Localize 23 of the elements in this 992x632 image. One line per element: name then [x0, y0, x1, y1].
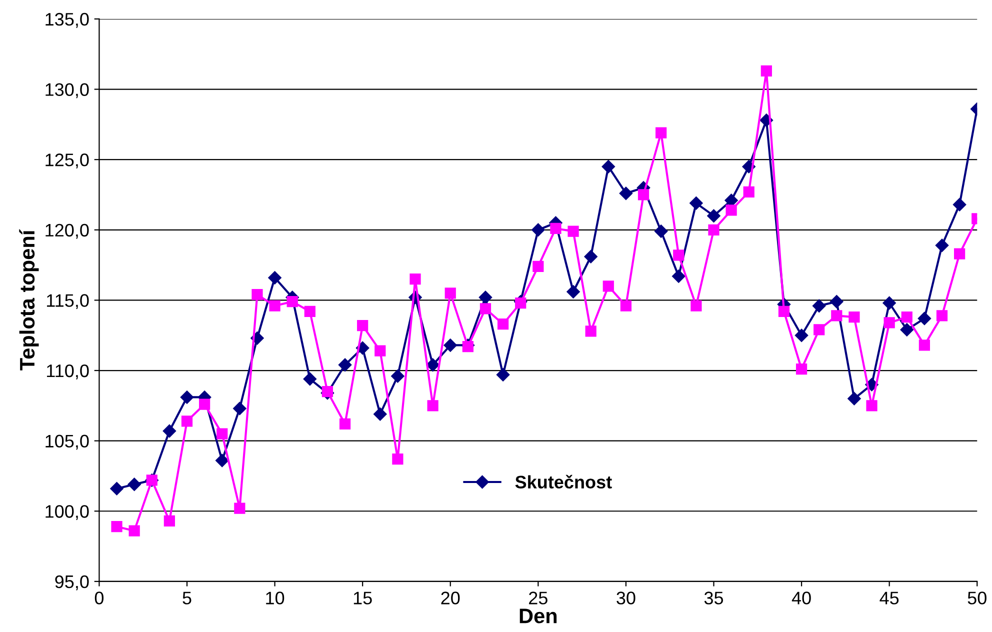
y-tick-label: 135,0	[46, 12, 89, 28]
y-tick-label: 130,0	[46, 83, 89, 98]
x-tick-label: 10	[266, 592, 284, 604]
x-tick-label: 0	[94, 592, 104, 604]
x-tick-label: 50	[968, 592, 986, 604]
x-tick-label: 40	[792, 592, 811, 604]
x-tick-label: 30	[616, 592, 636, 604]
y-tick-label: 120,0	[46, 224, 89, 239]
x-tick-label: 35	[704, 592, 724, 604]
x-tick-label: 25	[529, 592, 548, 604]
x-tick-label: 5	[182, 592, 192, 604]
x-tick-label: 45	[880, 592, 899, 604]
x-tick-label: 15	[354, 592, 372, 604]
legend-label: Skutečnost	[515, 474, 612, 488]
x-tick-label: 20	[441, 592, 460, 604]
y-tick-label: 115,0	[47, 294, 89, 310]
y-tick-label: 100,0	[46, 505, 89, 520]
y-tick-label: 110,0	[47, 364, 89, 380]
y-tick-label: 125,0	[46, 154, 89, 168]
x-axis-title: Den	[520, 608, 557, 624]
y-tick-label: 95,0	[55, 575, 89, 590]
y-axis-title: Teplota topení	[19, 229, 39, 370]
y-tick-label: 105,0	[46, 434, 89, 450]
